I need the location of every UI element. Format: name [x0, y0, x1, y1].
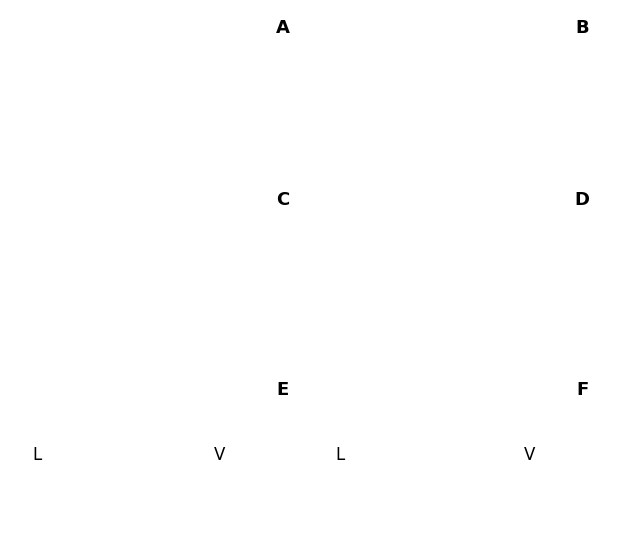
Text: A: A: [276, 19, 290, 37]
Text: D: D: [574, 191, 589, 209]
Text: V: V: [214, 446, 225, 464]
Text: E: E: [277, 381, 289, 399]
Text: C: C: [276, 191, 289, 209]
Text: F: F: [576, 381, 588, 399]
Text: L: L: [335, 446, 345, 464]
Text: L: L: [32, 446, 42, 464]
Text: B: B: [575, 19, 589, 37]
Text: V: V: [524, 446, 536, 464]
